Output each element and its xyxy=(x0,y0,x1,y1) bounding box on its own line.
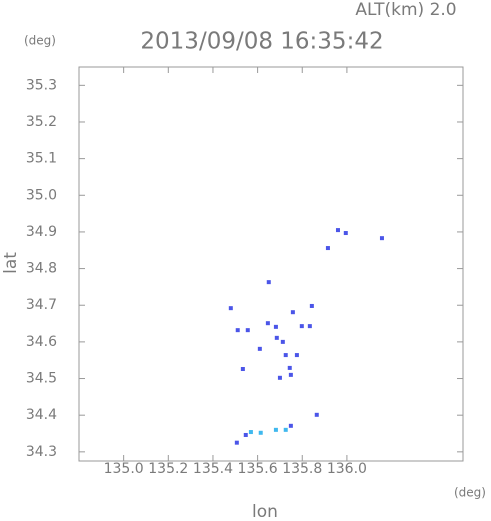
x-unit: (deg) xyxy=(454,486,486,500)
y-tick-label: 34.6 xyxy=(26,334,57,350)
echo-point xyxy=(258,430,263,435)
y-tick-label: 34.8 xyxy=(26,261,57,277)
echo-point xyxy=(288,372,293,377)
echo-point xyxy=(280,339,285,344)
echo-point xyxy=(283,427,288,432)
x-tick-label: 135.6 xyxy=(238,461,278,477)
y-axis-label: lat xyxy=(1,252,21,274)
echo-point xyxy=(245,328,250,333)
x-tick-label: 136.0 xyxy=(327,461,367,477)
echo-point xyxy=(314,412,319,417)
echo-point xyxy=(309,303,314,308)
y-tick-label: 34.9 xyxy=(26,224,57,240)
x-axis-label: lon xyxy=(252,502,278,521)
echo-point xyxy=(283,353,288,358)
y-unit: (deg) xyxy=(24,34,56,48)
echo-point xyxy=(379,236,384,241)
chart-title: 2013/09/08 16:35:42 xyxy=(140,29,383,55)
echo-point xyxy=(235,328,240,333)
echo-point xyxy=(294,353,299,358)
echo-point xyxy=(265,321,270,326)
echo-point xyxy=(290,310,295,315)
y-tick-label: 34.3 xyxy=(26,444,57,460)
echo-point xyxy=(288,423,293,428)
x-tick-label: 135.0 xyxy=(104,461,144,477)
echo-point xyxy=(307,324,312,329)
echo-point xyxy=(234,440,239,445)
y-tick-label: 35.2 xyxy=(26,114,57,130)
echo-point xyxy=(287,365,292,370)
echo-point xyxy=(228,306,233,311)
x-tick-label: 135.8 xyxy=(282,461,322,477)
y-tick-label: 35.1 xyxy=(26,151,57,167)
y-tick-label: 35.3 xyxy=(26,77,57,93)
x-tick-label: 135.2 xyxy=(148,461,188,477)
echo-point xyxy=(248,430,253,435)
echo-point xyxy=(299,324,304,329)
x-tick-label: 135.4 xyxy=(193,461,233,477)
altitude-header: ALT(km) 2.0 xyxy=(355,0,456,20)
y-tick-label: 34.5 xyxy=(26,371,57,387)
echo-point xyxy=(243,432,248,437)
echo-point xyxy=(257,346,262,351)
y-tick-label: 34.4 xyxy=(26,407,57,423)
echo-point xyxy=(343,231,348,236)
echo-point xyxy=(325,246,330,251)
echo-point xyxy=(273,427,278,432)
y-tick-label: 34.7 xyxy=(26,297,57,313)
echo-point xyxy=(274,335,279,340)
echo-point xyxy=(277,375,282,380)
plot-frame xyxy=(78,66,464,462)
echo-point xyxy=(335,228,340,233)
y-tick-label: 35.0 xyxy=(26,187,57,203)
echo-point xyxy=(266,280,271,285)
echo-point xyxy=(240,367,245,372)
echo-point xyxy=(273,324,278,329)
